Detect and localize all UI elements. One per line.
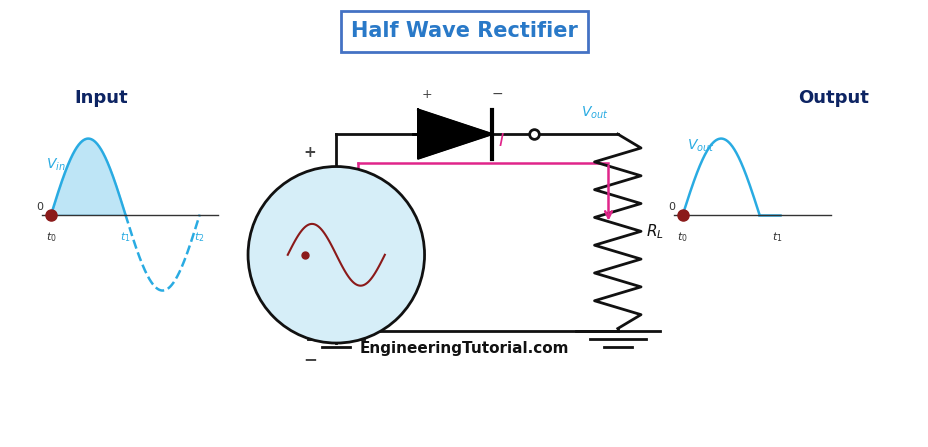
Text: $t_1$: $t_1$ [771, 230, 782, 244]
Text: $t_2$: $t_2$ [194, 230, 205, 244]
Text: $t_0$: $t_0$ [677, 230, 688, 244]
Text: $t_0$: $t_0$ [45, 230, 57, 244]
Text: $R_L$: $R_L$ [645, 222, 663, 240]
Text: −: − [491, 87, 502, 101]
Polygon shape [418, 110, 492, 159]
Text: +: + [303, 145, 316, 160]
Text: $V_{out}$: $V_{out}$ [580, 104, 608, 121]
Text: $V_{out}$: $V_{out}$ [687, 138, 715, 154]
Text: Input: Input [74, 89, 128, 107]
Text: Half Wave Rectifier: Half Wave Rectifier [351, 21, 577, 41]
Text: $t_1$: $t_1$ [120, 230, 131, 244]
Text: EngineeringTutorial.com: EngineeringTutorial.com [359, 341, 569, 356]
Text: 0: 0 [667, 202, 675, 212]
Text: +: + [421, 89, 432, 101]
Text: −: − [303, 350, 316, 368]
Text: Output: Output [797, 89, 868, 107]
Text: 0: 0 [36, 202, 44, 212]
Text: $I$: $I$ [497, 132, 505, 150]
Text: $V_{in}$: $V_{in}$ [46, 157, 66, 173]
Ellipse shape [248, 167, 424, 343]
